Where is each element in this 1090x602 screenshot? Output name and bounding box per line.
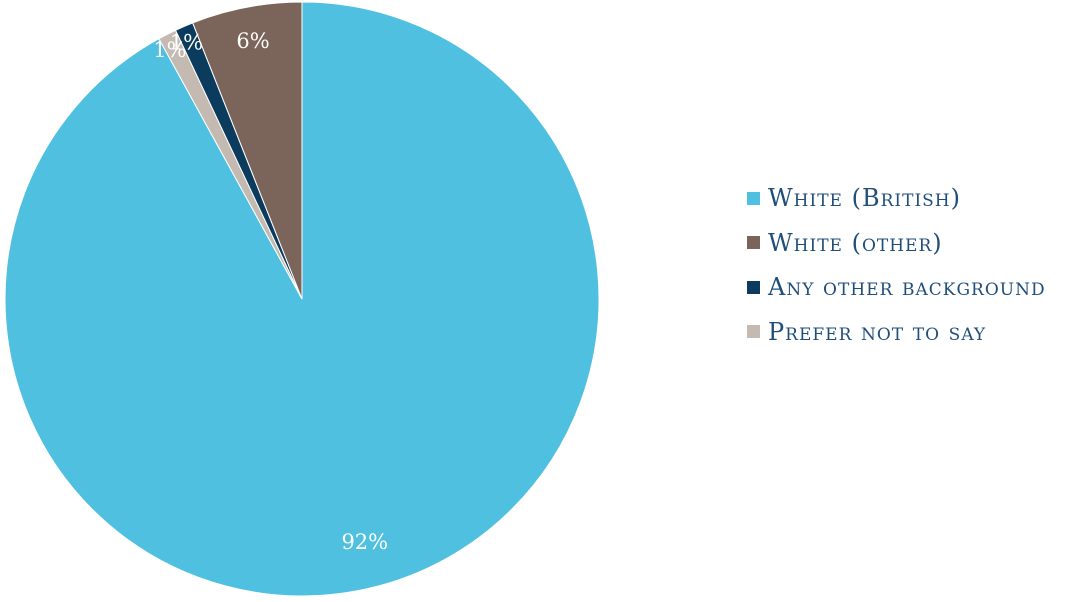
legend-label: White (British) [768, 184, 961, 213]
legend-item-prefer-not-to-say: Prefer not to say [747, 310, 1090, 355]
legend-swatch [747, 325, 760, 339]
legend-swatch [747, 191, 760, 205]
data-label-prefer-not-to-say: 1% [153, 38, 186, 62]
legend-label: Prefer not to say [768, 317, 987, 346]
data-label-white-british: 92% [341, 530, 388, 554]
pie-data-labels: 92% 1%1% 6% [153, 29, 388, 554]
legend-label: White (other) [768, 228, 943, 257]
legend-label: Any other background [768, 273, 1046, 302]
legend: White (British) White (other) Any other … [747, 176, 1090, 354]
legend-swatch [747, 236, 760, 250]
data-label-any-other-background: 1% [170, 30, 203, 54]
legend-item-white-british: White (British) [747, 176, 1090, 221]
legend-swatch [747, 280, 760, 294]
legend-item-white-other: White (other) [747, 221, 1090, 266]
pie-slice-white-other [192, 1, 303, 300]
data-label-white-other: 6% [236, 29, 269, 53]
legend-item-any-other-background: Any other background [747, 265, 1090, 310]
pie-slices [4, 1, 600, 597]
